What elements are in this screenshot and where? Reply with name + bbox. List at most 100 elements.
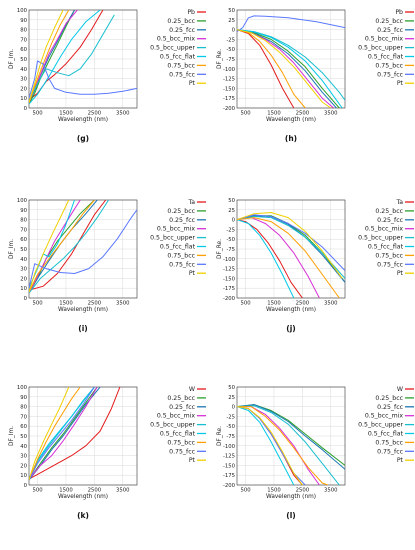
series-line (29, 200, 95, 293)
y-tick-label: 0 (232, 405, 236, 411)
legend-label: 0.5_fcc_flat (368, 54, 404, 61)
legend-label: 0.25_bcc (167, 395, 195, 402)
y-tick-label: 100 (17, 8, 28, 14)
chart-panel: 50 25 0 -25 -50 -75 -100 -125 -150 -175 -200 500 150… (217, 198, 414, 333)
legend-label: Pb (187, 9, 195, 16)
plot-frame (236, 386, 346, 486)
y-tick-label: 60 (20, 47, 27, 53)
legend-label: 0.5_bcc_mix (157, 36, 196, 43)
legend-label: 0.25_bcc (375, 395, 403, 402)
series-line (237, 29, 295, 108)
y-tick-label: 100 (17, 198, 28, 204)
panel-label: (h) (285, 134, 297, 143)
panel-label: (i) (78, 324, 87, 333)
legend-label: 0.75_fcc (169, 71, 195, 78)
y-tick-label: 10 (20, 96, 27, 102)
legend-label: 0.25_fcc (377, 404, 403, 411)
legend-label: 0.5_bcc_upper (150, 422, 195, 429)
series-line (237, 29, 332, 108)
series-line (29, 60, 137, 99)
y-tick-label: -50 (226, 47, 235, 53)
x-axis-label: Wavelength (nm) (266, 117, 316, 123)
legend-label: 0.5_bcc_mix (157, 226, 196, 233)
legend-label: Pt (189, 270, 196, 277)
x-tick-label: 3500 (324, 488, 338, 494)
x-tick-label: 2500 (296, 111, 310, 117)
y-tick-label: -200 (223, 106, 236, 112)
y-axis-label: DF_Im. (9, 239, 15, 259)
legend-label: 0.5_bcc_mix (365, 36, 404, 43)
x-tick-label: 500 (32, 301, 43, 307)
y-tick-label: -25 (226, 227, 235, 233)
y-tick-label: 0 (232, 218, 236, 224)
y-tick-label: 50 (20, 247, 27, 253)
legend-label: 0.25_fcc (169, 404, 195, 411)
y-tick-label: 50 (228, 385, 235, 391)
series-line (29, 209, 137, 289)
y-tick-label: -25 (226, 414, 235, 420)
y-tick-label: 70 (20, 37, 27, 43)
y-tick-label: -150 (223, 276, 236, 282)
legend-label: 0.75_bcc (375, 439, 403, 446)
y-tick-label: 60 (20, 237, 27, 243)
y-tick-label: 80 (20, 405, 27, 411)
y-tick-label: -150 (223, 463, 236, 469)
y-tick-label: -175 (223, 473, 235, 479)
legend-label: 0.75_fcc (169, 448, 195, 455)
y-tick-label: 90 (20, 395, 27, 401)
series-lines (29, 200, 137, 294)
x-tick-label: 1500 (59, 488, 73, 494)
x-tick-label: 3500 (116, 301, 130, 307)
plot-frame (236, 9, 346, 109)
y-tick-label: -50 (226, 237, 235, 243)
y-tick-label: -175 (223, 286, 235, 292)
legend-label: 0.75_bcc (167, 439, 195, 446)
series-lines (29, 387, 121, 481)
y-tick-label: 30 (20, 77, 27, 83)
series-line (237, 217, 340, 298)
y-tick-label: 90 (20, 208, 27, 214)
series-line (237, 405, 340, 485)
x-axis-label: Wavelength (nm) (266, 307, 316, 313)
series-lines (237, 212, 345, 298)
y-tick-label: -100 (223, 67, 236, 73)
x-tick-label: 1500 (59, 301, 73, 307)
series-lines (29, 10, 137, 105)
chart-panel: 50 25 0 -25 -50 -75 -100 -125 -150 -175 -200 500 150… (217, 8, 414, 143)
legend-label: Pt (397, 457, 404, 464)
series-line (237, 219, 303, 298)
y-tick-label: 25 (228, 395, 235, 401)
legend-label: Pt (397, 270, 404, 277)
y-tick-label: 30 (20, 267, 27, 273)
y-tick-label: 40 (20, 257, 27, 263)
y-axis-label: DF_Re. (217, 239, 223, 259)
x-axis-label: Wavelength (nm) (58, 307, 108, 313)
chart-panel: 0 10 20 30 40 50 60 70 80 90 100 500 1500 2500 3500 Wav… (9, 8, 206, 143)
y-tick-label: 25 (228, 18, 235, 24)
x-tick-label: 500 (240, 111, 251, 117)
x-tick-label: 500 (240, 488, 251, 494)
legend-label: Pb (395, 9, 403, 16)
series-line (237, 406, 329, 485)
y-tick-label: -75 (226, 57, 235, 63)
x-tick-label: 1500 (267, 111, 281, 117)
chart-panel: 0 10 20 30 40 50 60 70 80 90 100 500 1500 2500 3500 Wav… (9, 198, 206, 333)
y-tick-label: 0 (24, 106, 28, 112)
x-axis-label: Wavelength (nm) (266, 494, 316, 500)
y-tick-label: -75 (226, 434, 235, 440)
plot-frame (28, 9, 138, 109)
legend-label: 0.5_fcc_flat (368, 244, 404, 251)
y-tick-label: -150 (223, 86, 236, 92)
y-axis-label: DF_Re. (217, 49, 223, 69)
series-line (237, 216, 345, 279)
chart-panel: 50 25 0 -25 -50 -75 -100 -125 -150 -175 -200 500 150… (217, 385, 414, 520)
legend-label: 0.5_bcc_upper (358, 422, 403, 429)
y-tick-label: 10 (20, 473, 27, 479)
legend-label: 0.5_bcc_upper (358, 235, 403, 242)
y-tick-label: 50 (20, 57, 27, 63)
y-axis-label: DF_Im. (9, 49, 15, 69)
x-tick-label: 500 (32, 488, 43, 494)
series-line (237, 406, 295, 485)
legend-label: 0.75_fcc (377, 261, 403, 268)
